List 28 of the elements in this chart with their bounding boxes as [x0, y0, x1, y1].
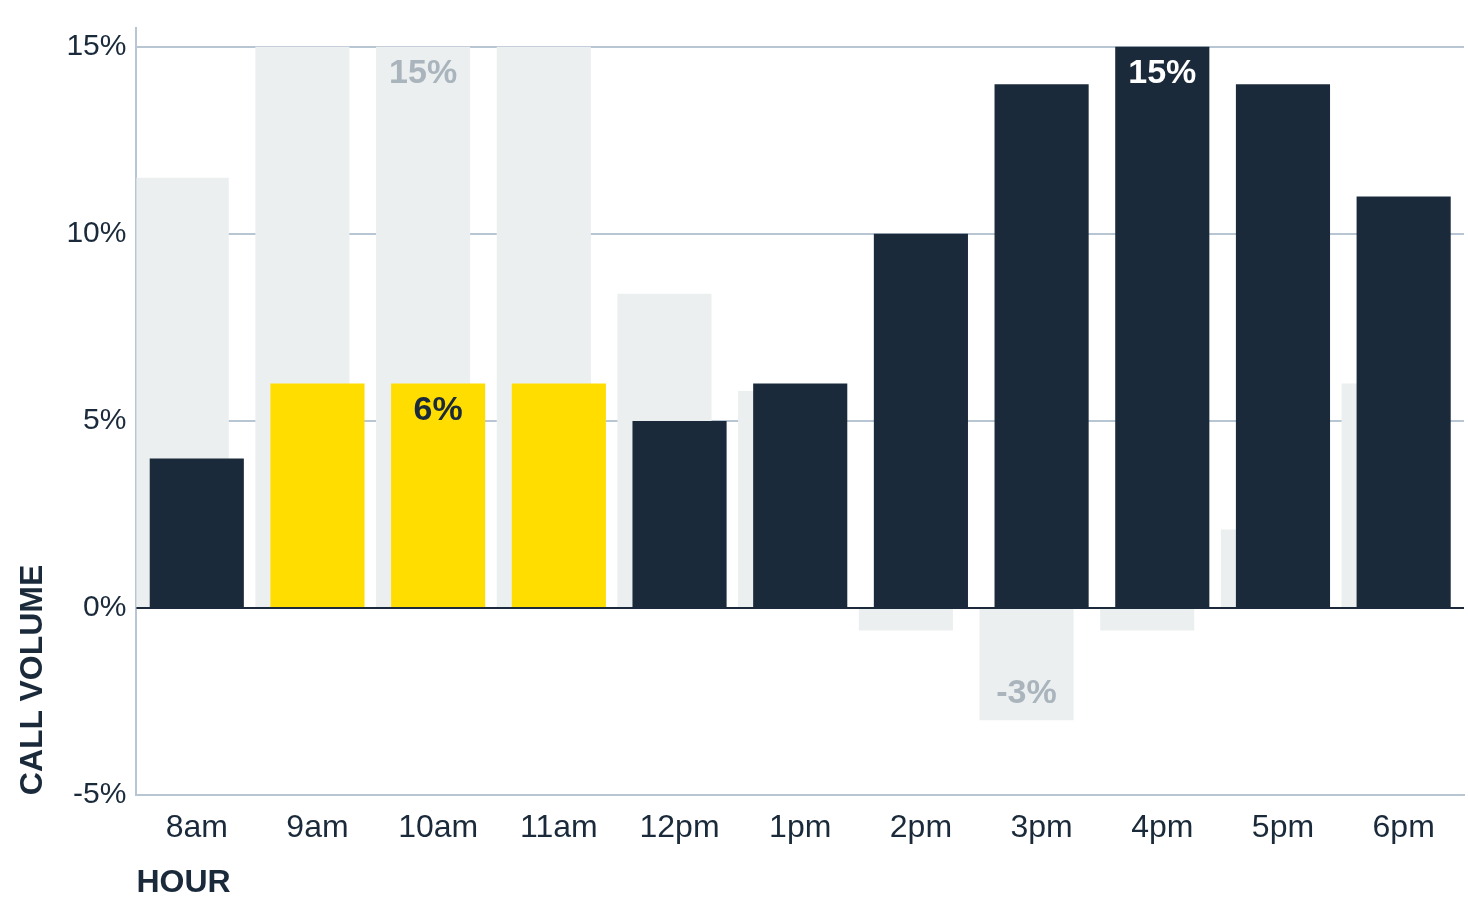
bar [858, 609, 953, 631]
data-label: 15% [1128, 52, 1197, 91]
y-tick-label: -5% [73, 776, 127, 810]
y-tick-label: 10% [66, 215, 127, 249]
y-axis-title: CALL VOLUME [13, 564, 50, 796]
y-tick-label: 15% [66, 27, 127, 61]
x-tick-label: 12pm [639, 808, 720, 845]
bar [391, 383, 486, 608]
x-tick-label: 6pm [1372, 808, 1435, 845]
bar [979, 609, 1074, 721]
x-tick-label: 9am [286, 808, 349, 845]
x-tick-label: 5pm [1251, 808, 1315, 845]
bar [1100, 609, 1195, 631]
y-tick-label: 5% [83, 402, 127, 436]
x-tick-label: 10am [398, 808, 479, 845]
x-tick-label: 3pm [1010, 808, 1073, 845]
x-tick-label: 2pm [889, 808, 953, 845]
data-label: 6% [413, 388, 463, 427]
bar [270, 383, 365, 608]
x-tick-label: 4pm [1131, 808, 1194, 845]
x-tick-label: 1pm [769, 808, 832, 845]
x-tick-label: 11am [520, 808, 598, 845]
data-label: -3% [996, 671, 1057, 710]
data-label: 15% [389, 52, 458, 91]
x-axis-title: HOUR [136, 862, 231, 899]
y-tick-label: 0% [83, 589, 127, 623]
x-tick-label: 8am [165, 808, 228, 845]
bar [511, 383, 606, 608]
